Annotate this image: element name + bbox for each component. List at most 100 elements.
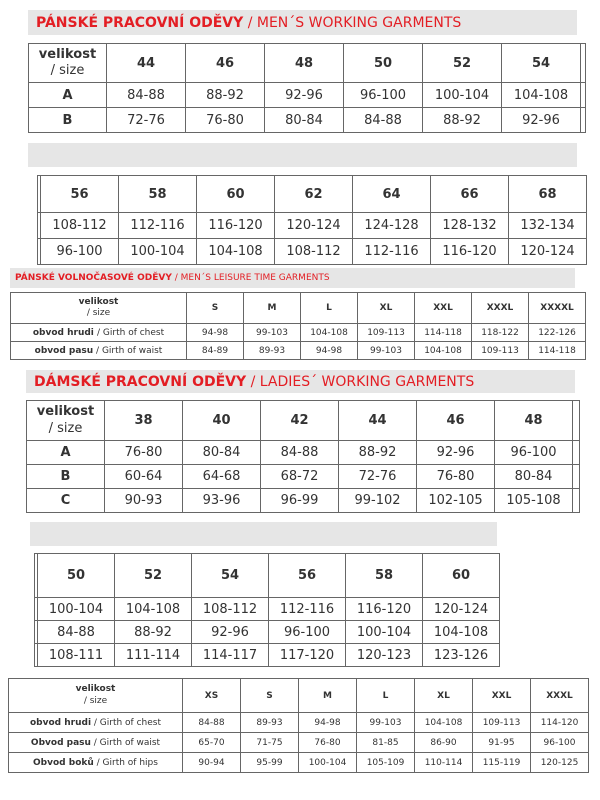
size-header: 42 <box>260 400 339 441</box>
row-label-en: / Girth of hips <box>93 757 158 768</box>
value-cell: 116-120 <box>196 212 275 239</box>
value-cell: 132-134 <box>508 212 587 239</box>
value-cell: 108-112 <box>40 212 119 239</box>
size-header: 54 <box>191 553 269 598</box>
size-header: 52 <box>422 43 502 83</box>
size-header: 64 <box>352 175 431 213</box>
size-header: 62 <box>274 175 353 213</box>
value-cell: 96-100 <box>530 732 589 753</box>
title-en: / LADIES´ WORKING GARMENTS <box>250 373 475 390</box>
size-header: XXXL <box>471 292 529 324</box>
value-cell: 99-103 <box>243 323 301 342</box>
value-cell: 109-113 <box>472 712 531 733</box>
value-cell: 86-90 <box>414 732 473 753</box>
row-label-cz: obvod pasu <box>34 345 94 356</box>
value-cell: 72-76 <box>106 107 186 133</box>
spacer-cell <box>572 400 580 441</box>
value-cell: 112-116 <box>268 597 346 621</box>
size-header: 46 <box>416 400 495 441</box>
value-cell: 104-108 <box>114 597 192 621</box>
row-label-en: / Girth of waist <box>90 737 161 748</box>
value-cell: 108-112 <box>191 597 269 621</box>
title-en: / MEN´S LEISURE TIME GARMENTS <box>174 273 330 283</box>
size-label-cz: velikost <box>36 404 95 420</box>
men-working-header-2 <box>28 143 577 167</box>
size-header: 46 <box>185 43 265 83</box>
size-label-cell: velikost / size <box>10 292 187 324</box>
size-header: 38 <box>104 400 183 441</box>
table-row: B 60-64 64-68 68-72 72-76 76-80 80-84 <box>26 464 580 489</box>
size-label-en: / size <box>50 63 85 78</box>
spacer-cell <box>572 488 580 513</box>
size-header: XXXXL <box>528 292 586 324</box>
value-cell: 96-99 <box>260 488 339 513</box>
value-cell: 71-75 <box>240 732 299 753</box>
value-cell: 122-126 <box>528 323 586 342</box>
value-cell: 90-94 <box>182 752 241 773</box>
table-row: 100-104 104-108 108-112 112-116 116-120 120-1… <box>34 597 500 621</box>
row-label-cz: Obvod pasu <box>30 737 91 748</box>
table-row: 108-112 112-116 116-120 120-124 124-128 128-1… <box>37 212 587 239</box>
size-header: S <box>240 678 299 713</box>
spacer-cell <box>580 43 586 83</box>
value-cell: 109-113 <box>357 323 415 342</box>
value-cell: 120-124 <box>508 238 587 265</box>
size-label-cell: velikost / size <box>8 678 183 713</box>
value-cell: 89-93 <box>243 341 301 360</box>
value-cell: 100-104 <box>298 752 357 773</box>
table-row: A 76-80 80-84 84-88 88-92 92-96 96-100 <box>26 440 580 465</box>
value-cell: 93-96 <box>182 488 261 513</box>
value-cell: 92-96 <box>501 107 581 133</box>
spacer-cell <box>580 107 586 133</box>
value-cell: 118-122 <box>471 323 529 342</box>
spacer-cell <box>572 464 580 489</box>
value-cell: 124-128 <box>352 212 431 239</box>
size-header: 66 <box>430 175 509 213</box>
value-cell: 88-92 <box>114 620 192 644</box>
value-cell: 100-104 <box>37 597 115 621</box>
size-label-en: / size <box>48 420 83 436</box>
row-label: obvod pasu / Girth of waist <box>10 341 187 360</box>
size-header: M <box>298 678 357 713</box>
value-cell: 88-92 <box>185 82 265 108</box>
row-label: A <box>26 440 105 465</box>
ladies-working-header: DÁMSKÉ PRACOVNÍ ODĚVY / LADIES´ WORKING … <box>26 370 575 393</box>
size-header: XXL <box>414 292 472 324</box>
size-label-cz: velikost <box>78 296 119 307</box>
row-label-cz: obvod hrudi <box>32 327 98 338</box>
size-label-cz: velikost <box>38 46 97 62</box>
value-cell: 100-104 <box>118 238 197 265</box>
value-cell: 76-80 <box>104 440 183 465</box>
value-cell: 114-117 <box>191 643 269 667</box>
value-cell: 99-103 <box>356 712 415 733</box>
size-header: 56 <box>268 553 346 598</box>
value-cell: 114-120 <box>530 712 589 733</box>
size-label-cz: velikost <box>75 684 116 695</box>
value-cell: 92-96 <box>191 620 269 644</box>
size-header: 44 <box>338 400 417 441</box>
men-leisure-table: velikost / size S M L XL XXL XXXL XXXXL obvod hru… <box>10 292 586 360</box>
row-label: B <box>28 107 107 133</box>
table-row: obvod hrudi / Girth of chest 94-98 99-103 1… <box>10 323 586 342</box>
row-label: obvod hrudi / Girth of chest <box>10 323 187 342</box>
value-cell: 65-70 <box>182 732 241 753</box>
row-label-en: / Girth of chest <box>97 327 165 338</box>
size-label-en: / size <box>83 695 108 706</box>
size-header: L <box>300 292 358 324</box>
value-cell: 64-68 <box>182 464 261 489</box>
value-cell: 88-92 <box>338 440 417 465</box>
men-leisure-header: PÁNSKÉ VOLNOČASOVÉ ODĚVY / MEN´S LEISURE… <box>10 268 575 288</box>
value-cell: 100-104 <box>422 82 502 108</box>
header-row: velikost / size 44 46 48 50 52 54 <box>28 43 586 83</box>
header-row: 56 58 60 62 64 66 68 <box>37 175 587 213</box>
table-row: C 90-93 93-96 96-99 99-102 102-105 105-108 <box>26 488 580 513</box>
size-header: L <box>356 678 415 713</box>
size-header: XL <box>414 678 473 713</box>
value-cell: 117-120 <box>268 643 346 667</box>
row-label: C <box>26 488 105 513</box>
value-cell: 104-108 <box>414 341 472 360</box>
men-working-header: PÁNSKÉ PRACOVNÍ ODĚVY / MEN´S WORKING GA… <box>28 10 577 35</box>
value-cell: 108-111 <box>37 643 115 667</box>
value-cell: 84-88 <box>343 107 423 133</box>
size-header: 58 <box>118 175 197 213</box>
